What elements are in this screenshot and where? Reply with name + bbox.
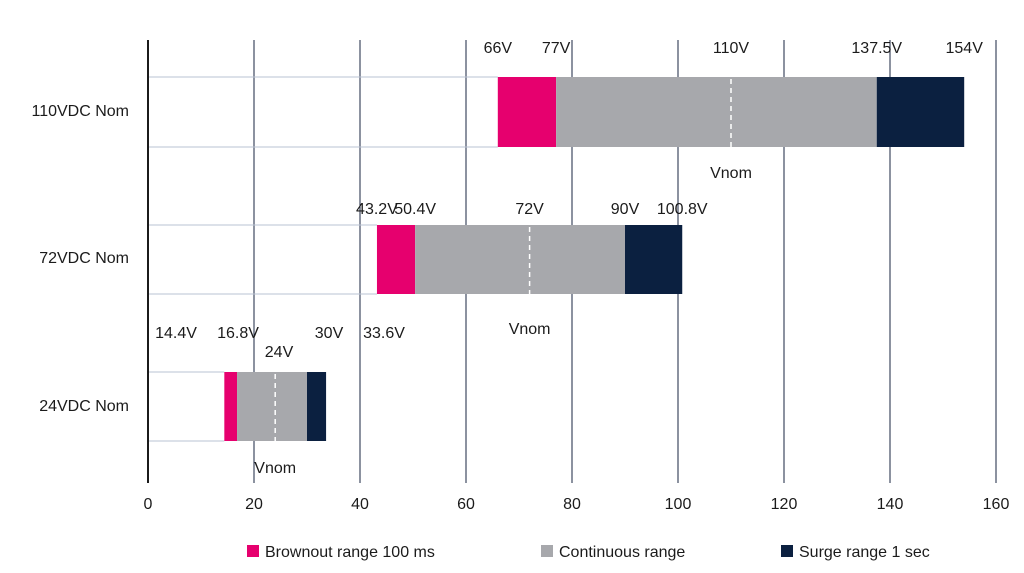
x-tick-label-60: 60 [457, 496, 475, 513]
category-label-2: 24VDC Nom [39, 398, 129, 415]
vnom-label-0: Vnom [710, 165, 752, 182]
value-label-0-4: 154V [946, 40, 984, 57]
value-label-0-0: 66V [484, 40, 513, 57]
category-labels: 110VDC Nom 72VDC Nom 24VDC Nom [31, 103, 129, 415]
value-label-0-3: 137.5V [851, 40, 902, 57]
x-tick-label-0: 0 [144, 496, 153, 513]
bar-brownout-1 [376, 225, 416, 294]
value-label-2-1: 16.8V [217, 325, 259, 342]
category-label-0: 110VDC Nom [31, 103, 129, 120]
legend-label-continuous: Continuous range [559, 544, 685, 561]
bar-brownout-2 [224, 372, 238, 441]
value-label-2-2: 24V [265, 344, 294, 361]
x-tick-label-120: 120 [771, 496, 798, 513]
bar-continuous-1 [415, 225, 625, 294]
bar-surge-2 [307, 372, 327, 441]
value-label-1-3: 90V [611, 201, 640, 218]
x-tick-label-160: 160 [983, 496, 1010, 513]
legend-swatch-brownout [247, 545, 259, 557]
x-tick-label-100: 100 [665, 496, 692, 513]
x-tick-label-140: 140 [877, 496, 904, 513]
value-label-0-1: 77V [542, 40, 571, 57]
value-label-1-0: 43.2V [356, 201, 398, 218]
value-label-2-4: 33.6V [363, 325, 405, 342]
x-tick-label-40: 40 [351, 496, 369, 513]
category-label-1: 72VDC Nom [39, 250, 129, 267]
value-label-1-2: 72V [515, 201, 544, 218]
bar-surge-0 [876, 77, 965, 147]
bar-brownout-0 [497, 77, 557, 147]
value-label-1-4: 100.8V [657, 201, 708, 218]
bar-continuous-0 [556, 77, 877, 147]
value-label-2-0: 14.4V [155, 325, 197, 342]
legend: Brownout range 100 ms Continuous range Sur… [247, 544, 930, 561]
x-tick-labels: 0 20 40 60 80 100 120 140 160 [144, 496, 1010, 513]
x-tick-label-80: 80 [563, 496, 581, 513]
x-tick-label-20: 20 [245, 496, 263, 513]
vnom-label-2: Vnom [254, 460, 296, 477]
legend-label-surge: Surge range 1 sec [799, 544, 930, 561]
legend-swatch-continuous [541, 545, 553, 557]
bar-continuous-2 [237, 372, 307, 441]
vnom-label-1: Vnom [509, 321, 551, 338]
value-label-2-3: 30V [315, 325, 344, 342]
vnom-markers [274, 79, 732, 441]
value-label-0-2: 110V [713, 40, 750, 57]
legend-swatch-surge [781, 545, 793, 557]
value-label-1-1: 50.4V [394, 201, 436, 218]
row-guide-lines [148, 76, 498, 442]
range-bars [224, 77, 965, 441]
legend-label-brownout: Brownout range 100 ms [265, 544, 435, 561]
bar-surge-1 [625, 225, 683, 294]
